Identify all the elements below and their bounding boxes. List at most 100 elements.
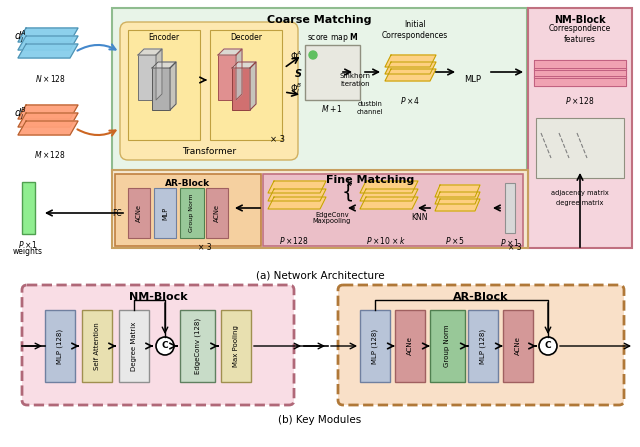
Text: FC: FC	[113, 208, 122, 218]
Polygon shape	[18, 105, 78, 119]
Polygon shape	[268, 189, 326, 201]
Polygon shape	[18, 113, 78, 127]
Text: $P \times 128$: $P \times 128$	[565, 94, 595, 105]
Text: Sinkhorn
Iteration: Sinkhorn Iteration	[339, 73, 371, 87]
Text: $P \times 1$: $P \times 1$	[500, 236, 520, 248]
Circle shape	[539, 337, 557, 355]
Bar	[221, 310, 251, 382]
Text: $d_i^A$: $d_i^A$	[14, 28, 27, 45]
Bar	[218, 55, 236, 100]
Text: NM-Block: NM-Block	[554, 15, 606, 25]
Text: EdgeConv
Maxpooling: EdgeConv Maxpooling	[313, 211, 351, 224]
Text: $\Phi_l^A$: $\Phi_l^A$	[290, 50, 302, 64]
Text: Decoder: Decoder	[230, 34, 262, 42]
Bar	[154, 188, 176, 238]
Text: Group Norm: Group Norm	[189, 194, 195, 232]
Bar	[210, 30, 282, 140]
Text: Correspondence
features: Correspondence features	[549, 24, 611, 44]
Text: $\Phi_l^B$: $\Phi_l^B$	[290, 81, 302, 97]
FancyBboxPatch shape	[120, 22, 298, 160]
Bar	[112, 8, 527, 173]
Text: $N \times 128$: $N \times 128$	[35, 72, 65, 84]
Text: Encoder: Encoder	[148, 34, 180, 42]
Polygon shape	[250, 62, 256, 110]
Polygon shape	[534, 76, 626, 86]
Polygon shape	[156, 49, 162, 100]
Text: score map $\mathbf{M}$: score map $\mathbf{M}$	[307, 30, 358, 43]
Text: adjacency matrix: adjacency matrix	[551, 190, 609, 196]
Text: Coarse Matching: Coarse Matching	[268, 15, 372, 25]
Text: weights: weights	[13, 248, 43, 257]
Text: ACNe: ACNe	[136, 204, 142, 222]
Text: $\boldsymbol{S}$: $\boldsymbol{S}$	[294, 67, 302, 79]
FancyBboxPatch shape	[22, 285, 294, 405]
Polygon shape	[435, 192, 480, 204]
Polygon shape	[360, 181, 418, 193]
Polygon shape	[18, 36, 78, 50]
Bar	[206, 188, 228, 238]
Text: (b) Key Modules: (b) Key Modules	[278, 415, 362, 425]
Polygon shape	[385, 69, 436, 81]
Text: $P \times 5$: $P \times 5$	[445, 235, 465, 245]
Bar	[536, 118, 624, 178]
Polygon shape	[268, 181, 326, 193]
Text: Transformer: Transformer	[182, 148, 236, 156]
Text: ACNe: ACNe	[214, 204, 220, 222]
Bar	[112, 170, 528, 248]
Text: EdgeConv (128): EdgeConv (128)	[195, 318, 201, 374]
Text: {: {	[342, 182, 354, 202]
Text: AR-Block: AR-Block	[165, 178, 211, 187]
Polygon shape	[435, 185, 480, 197]
Bar	[22, 182, 35, 234]
Polygon shape	[385, 55, 436, 67]
Text: MLP (128): MLP (128)	[372, 329, 378, 363]
Bar	[528, 8, 632, 248]
Polygon shape	[18, 44, 78, 58]
Bar	[468, 310, 498, 382]
Text: × 3: × 3	[198, 244, 212, 253]
Text: Self Attention: Self Attention	[94, 322, 100, 370]
Bar	[128, 188, 150, 238]
Text: $P \times 10 \times k$: $P \times 10 \times k$	[366, 235, 406, 245]
Text: $P \times 4$: $P \times 4$	[400, 94, 420, 105]
Bar	[180, 310, 215, 382]
Bar	[395, 310, 425, 382]
Text: MLP (128): MLP (128)	[57, 329, 63, 363]
Polygon shape	[385, 62, 436, 74]
Text: × 3: × 3	[271, 135, 285, 144]
Bar	[430, 310, 465, 382]
FancyBboxPatch shape	[338, 285, 624, 405]
Text: Initial
Correspondences: Initial Correspondences	[382, 20, 448, 40]
Text: AR-Block: AR-Block	[453, 292, 509, 302]
Bar	[138, 55, 156, 100]
Text: × 3: × 3	[508, 244, 522, 253]
Bar	[82, 310, 112, 382]
Text: KNN: KNN	[412, 214, 428, 223]
Polygon shape	[152, 62, 176, 68]
Polygon shape	[360, 197, 418, 209]
Text: ACNe: ACNe	[407, 337, 413, 355]
Text: MLP (128): MLP (128)	[480, 329, 486, 363]
Polygon shape	[218, 49, 242, 55]
Polygon shape	[360, 189, 418, 201]
Polygon shape	[138, 49, 162, 55]
Bar	[360, 310, 390, 382]
Bar	[180, 188, 204, 238]
Text: C: C	[545, 342, 551, 350]
Bar	[503, 310, 533, 382]
Text: Max Pooling: Max Pooling	[233, 325, 239, 367]
Text: $P \times 1$: $P \times 1$	[18, 239, 38, 249]
Polygon shape	[18, 121, 78, 135]
Text: $M+1$: $M+1$	[321, 102, 344, 114]
Bar	[119, 310, 149, 382]
Text: MLP: MLP	[465, 76, 481, 84]
Polygon shape	[268, 197, 326, 209]
Bar	[305, 45, 360, 100]
Text: $d_i^B$: $d_i^B$	[14, 105, 27, 122]
Polygon shape	[232, 62, 256, 68]
Text: Group Norm: Group Norm	[445, 325, 451, 367]
Circle shape	[309, 51, 317, 59]
Circle shape	[156, 337, 174, 355]
Text: NM-Block: NM-Block	[129, 292, 188, 302]
Bar	[45, 310, 75, 382]
